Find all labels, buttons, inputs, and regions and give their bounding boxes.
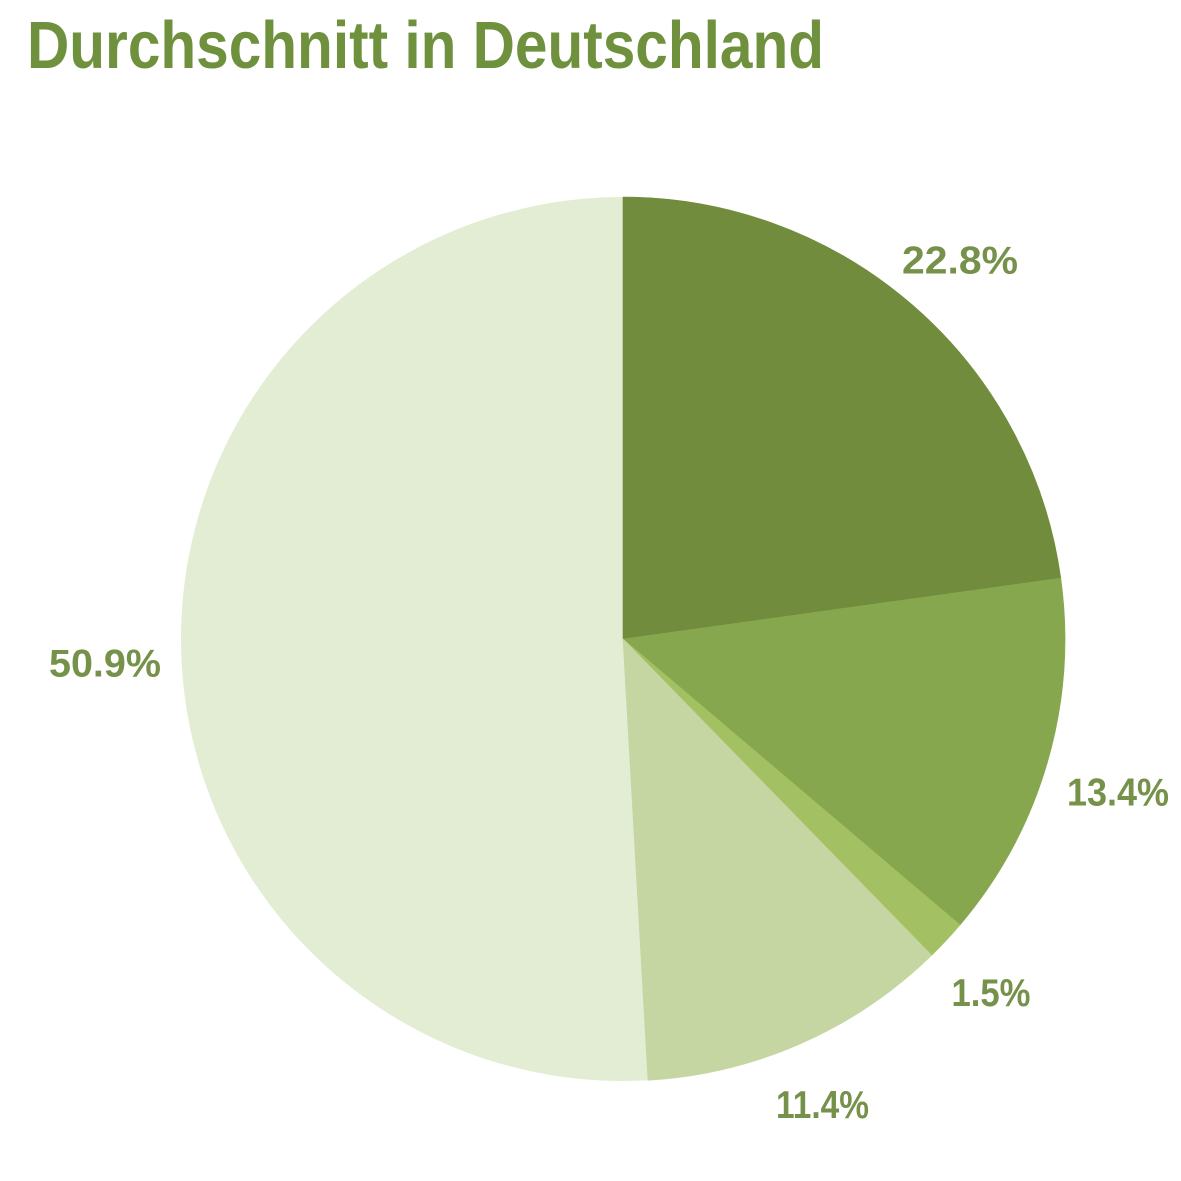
svg-text:11.4%: 11.4%	[776, 1084, 869, 1127]
svg-text:13.4%: 13.4%	[1067, 772, 1169, 815]
svg-text:Durchschnitt in Deutschland: Durchschnitt in Deutschland	[27, 8, 824, 83]
svg-text:1.5%: 1.5%	[952, 972, 1031, 1015]
svg-text:22.8%: 22.8%	[902, 239, 1018, 282]
svg-text:50.9%: 50.9%	[49, 643, 161, 686]
